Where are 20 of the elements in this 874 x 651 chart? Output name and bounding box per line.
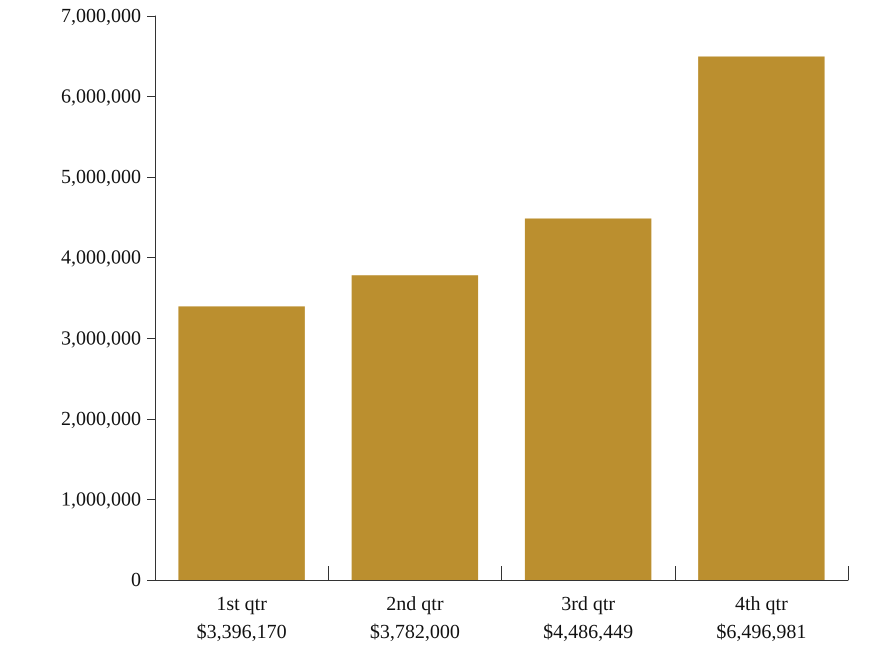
y-tick-label: 3,000,000 (61, 327, 141, 350)
y-tick-label: 1,000,000 (61, 488, 141, 510)
y-tick-label: 7,000,000 (61, 5, 141, 27)
x-tick-label: 1st qtr (216, 593, 268, 615)
y-tick-label: 2,000,000 (61, 408, 141, 430)
bar (524, 218, 652, 580)
x-tick-label: 3rd qtr (561, 593, 616, 615)
bar (178, 306, 305, 580)
data-label: $6,496,981 (716, 621, 806, 643)
data-label: $3,782,000 (370, 621, 460, 643)
y-tick-label: 4,000,000 (61, 246, 141, 269)
y-tick-label: 0 (131, 569, 141, 591)
bar (352, 275, 478, 580)
y-tick-label: 5,000,000 (61, 166, 141, 188)
x-tick-label: 2nd qtr (386, 593, 444, 615)
data-label: $4,486,449 (543, 621, 634, 643)
x-tick-label: 4th qtr (734, 593, 788, 615)
data-label: $3,396,170 (196, 621, 287, 643)
y-tick-label: 6,000,000 (61, 86, 141, 108)
bar (698, 56, 825, 580)
